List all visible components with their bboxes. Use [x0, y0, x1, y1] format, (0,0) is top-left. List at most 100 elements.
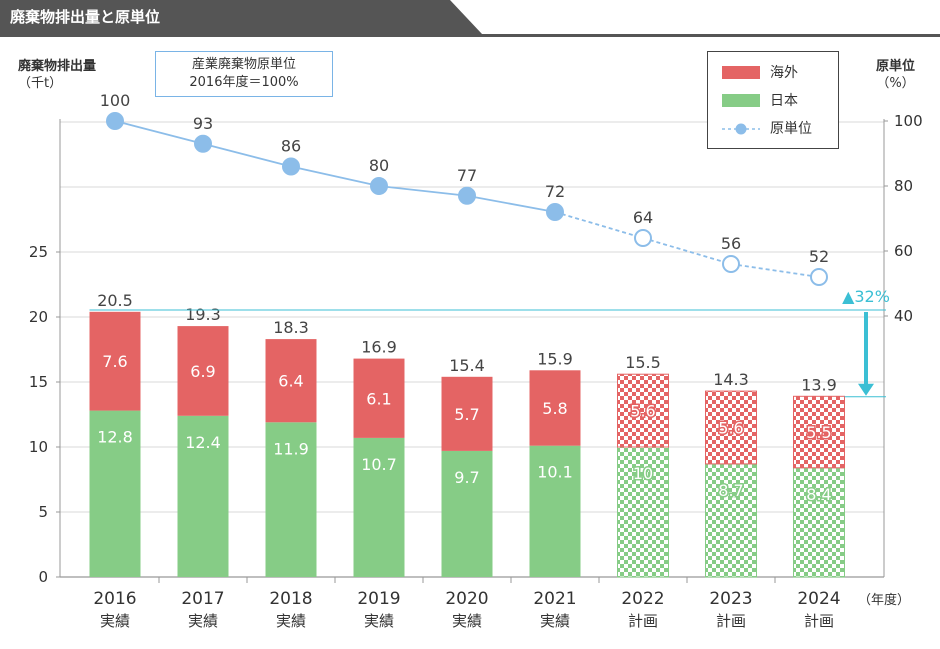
bar-overseas-2017 [177, 326, 229, 416]
bar-overseas-2023 [705, 390, 757, 465]
label-total-2022: 15.5 [625, 353, 661, 372]
x-tick-sublabel-2017: 実績 [188, 612, 218, 630]
label-japan-2016: 12.8 [97, 428, 133, 447]
unit-note-box: 産業廃棄物原単位 2016年度＝100% [155, 51, 333, 97]
x-tick-sublabel-2020: 実績 [452, 612, 482, 630]
label-total-2020: 15.4 [449, 356, 485, 375]
y-tick-label-5: 5 [38, 503, 48, 521]
line-point-2016 [106, 112, 124, 130]
legend-label-intensity: 原単位 [770, 121, 812, 137]
bar-overseas-2019 [353, 358, 405, 438]
legend-label-overseas: 海外 [770, 65, 798, 81]
bar-overseas-2021 [529, 370, 581, 446]
label-overseas-2017: 6.9 [190, 362, 215, 381]
legend: 海外 日本 原単位 [707, 51, 839, 149]
label-intensity-2023: 56 [721, 234, 741, 253]
legend-label-japan: 日本 [770, 93, 798, 109]
bar-japan-2024 [793, 467, 845, 578]
left-axis-title-line1: 廃棄物排出量 [18, 59, 97, 74]
label-intensity-2016: 100 [100, 91, 131, 110]
x-tick-label-2019: 2019 [357, 589, 400, 609]
intensity-line-series [106, 112, 828, 286]
reduction-annotation: ▲32% [89, 287, 890, 398]
title-underline [0, 34, 940, 37]
line-point-2018 [282, 157, 300, 176]
label-intensity-2022: 64 [633, 208, 653, 227]
bar-japan-2019 [353, 437, 405, 577]
label-overseas-2018: 6.4 [278, 372, 303, 391]
y-tick-label-20: 20 [29, 308, 48, 326]
line-point-2017 [194, 134, 212, 153]
label-japan-2023: 8.7 [718, 481, 743, 500]
y-tick-label-10: 10 [29, 438, 48, 456]
bar-overseas-2018 [265, 339, 317, 423]
label-overseas-2024: 5.5 [806, 423, 831, 442]
x-tick-label-2020: 2020 [445, 589, 488, 609]
reduction-arrow-head [858, 383, 874, 396]
y2-tick-label-40: 40 [894, 307, 913, 325]
line-segment-1 [202, 142, 292, 168]
y2-tick-label-60: 60 [894, 242, 913, 260]
legend-item-overseas: 海外 [722, 64, 834, 82]
line-segment-3 [378, 185, 468, 197]
label-intensity-2024: 52 [809, 247, 829, 266]
label-total-2023: 14.3 [713, 370, 749, 389]
axes: 0 5 10 15 20 25 40 60 80 100 2016 実績 2017 実績 2018 実績 201… [29, 112, 923, 630]
legend-item-japan: 日本 [722, 92, 834, 110]
x-tick-label-2017: 2017 [181, 589, 224, 609]
label-total-2021: 15.9 [537, 349, 573, 368]
x-tick-sublabel-2016: 実績 [100, 612, 130, 630]
legend-swatch-intensity [722, 123, 760, 135]
label-overseas-2020: 5.7 [454, 405, 479, 424]
x-tick-sublabel-2018: 実績 [276, 612, 306, 630]
x-tick-label-2016: 2016 [93, 589, 136, 609]
bar-series [89, 311, 845, 578]
left-axis-title-line2: （千t） [18, 76, 63, 91]
y2-tick-label-100: 100 [894, 112, 923, 130]
data-labels: 12.8 7.6 20.5 12.4 6.9 19.3 11.9 6.4 18.3 10.7 6.1… [97, 91, 837, 505]
line-segment-2 [290, 165, 380, 187]
bar-overseas-2022 [617, 373, 669, 448]
line-point-2023 [722, 255, 740, 273]
x-tick-sublabel-2024: 計画 [804, 612, 834, 630]
bar-japan-2021 [529, 445, 581, 577]
right-axis-title-line1: 原単位 [876, 59, 916, 74]
x-tick-label-2018: 2018 [269, 589, 312, 609]
line-point-2021 [546, 203, 564, 221]
x-tick-label-2024: 2024 [797, 589, 840, 609]
bar-japan-2016 [89, 410, 141, 577]
y-tick-label-0: 0 [38, 568, 48, 586]
label-overseas-2021: 5.8 [542, 399, 567, 418]
bar-japan-2017 [177, 415, 229, 577]
bar-japan-2023 [705, 463, 757, 578]
bar-japan-2020 [441, 450, 493, 577]
label-japan-2022: 10 [633, 464, 653, 483]
line-segment-0 [114, 120, 204, 145]
line-segment-4 [466, 194, 556, 213]
y-tick-label-25: 25 [29, 243, 48, 261]
unit-note-line1: 産業廃棄物原単位 [191, 57, 296, 72]
line-segment-6 [642, 237, 732, 265]
y2-tick-label-80: 80 [894, 177, 913, 195]
x-tick-label-2021: 2021 [533, 589, 576, 609]
x-tick-sublabel-2023: 計画 [716, 612, 746, 630]
reduction-label: ▲32% [842, 287, 890, 306]
label-japan-2021: 10.1 [537, 463, 573, 482]
label-intensity-2020: 77 [457, 166, 477, 185]
x-tick-sublabel-2019: 実績 [364, 612, 394, 630]
bar-overseas-2020 [441, 376, 493, 451]
x-tick-label-2023: 2023 [709, 589, 752, 609]
x-tick-label-2022: 2022 [621, 589, 664, 609]
line-segment-7 [730, 263, 820, 278]
title-bar-shape [0, 0, 482, 34]
line-point-2024 [810, 268, 828, 286]
x-tick-sublabel-2022: 計画 [628, 612, 658, 630]
label-overseas-2023: 5.6 [718, 419, 743, 438]
label-total-2024: 13.9 [801, 375, 837, 394]
label-total-2017: 19.3 [185, 305, 221, 324]
left-axis-title: 廃棄物排出量 （千t） [18, 58, 96, 92]
line-point-2020 [458, 186, 476, 205]
title-bar [0, 0, 482, 34]
right-axis-title-line2: （%） [876, 76, 915, 91]
